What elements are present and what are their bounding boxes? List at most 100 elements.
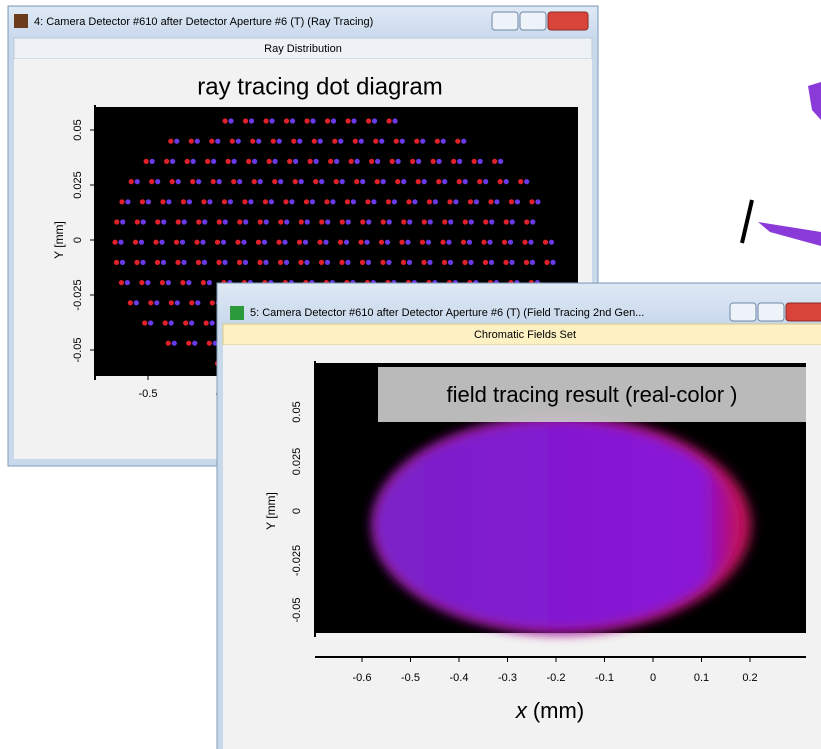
ray-dot <box>169 300 174 305</box>
ray-dot <box>160 199 165 204</box>
background-shape <box>758 222 821 246</box>
ray-dot <box>210 320 215 325</box>
ray-dot <box>176 219 181 224</box>
ray-dot <box>440 240 445 245</box>
ray-dot <box>163 320 168 325</box>
ray-dot <box>209 139 214 144</box>
ray-dot <box>426 240 431 245</box>
ray-dot <box>170 159 175 164</box>
window-title: 4: Camera Detector #610 after Detector A… <box>34 16 373 28</box>
ray-dot <box>243 118 248 123</box>
ray-dot <box>263 199 268 204</box>
ray-dot <box>461 240 466 245</box>
ray-dot <box>153 240 158 245</box>
ray-dot <box>344 240 349 245</box>
ray-dot <box>139 240 144 245</box>
maximize-button[interactable] <box>758 303 784 321</box>
ray-dot <box>371 199 376 204</box>
ray-dot <box>174 139 179 144</box>
ray-dot <box>149 179 154 184</box>
ray-dot <box>451 159 456 164</box>
ray-dot <box>176 179 181 184</box>
ray-dot <box>243 260 248 265</box>
ray-dot <box>207 280 212 285</box>
ray-dot <box>114 260 119 265</box>
ray-dot <box>447 199 452 204</box>
ray-dot <box>328 159 333 164</box>
ray-dot <box>222 260 227 265</box>
ray-dot <box>221 240 226 245</box>
close-button[interactable] <box>548 12 588 30</box>
ray-dot <box>161 260 166 265</box>
ray-dot <box>442 260 447 265</box>
ray-dot <box>242 199 247 204</box>
annotation: ray tracing dot diagram <box>197 73 442 100</box>
ray-dot <box>399 240 404 245</box>
ray-dot <box>461 139 466 144</box>
ray-dot <box>427 260 432 265</box>
ray-dot <box>248 199 253 204</box>
ray-dot <box>457 179 462 184</box>
ray-dot <box>498 159 503 164</box>
ray-dot <box>120 260 125 265</box>
ray-dot <box>228 118 233 123</box>
background-line <box>742 200 752 243</box>
ray-dot <box>160 280 165 285</box>
ray-dot <box>428 219 433 224</box>
ray-dot <box>284 260 289 265</box>
close-button[interactable] <box>786 303 821 321</box>
y-tick-label: 0.025 <box>291 448 303 476</box>
ray-dot <box>385 240 390 245</box>
ray-dot <box>504 179 509 184</box>
ray-dot <box>273 159 278 164</box>
ray-dot <box>345 199 350 204</box>
ray-dot <box>474 199 479 204</box>
ray-dot <box>196 179 201 184</box>
minimize-button[interactable] <box>492 12 518 30</box>
ray-dot <box>550 260 555 265</box>
ray-dot <box>252 179 257 184</box>
ray-dot <box>181 199 186 204</box>
ray-dot <box>380 260 385 265</box>
ray-dot <box>119 199 124 204</box>
ray-dot <box>487 240 492 245</box>
ray-dot <box>144 159 149 164</box>
ray-dot <box>148 320 153 325</box>
minimize-button[interactable] <box>730 303 756 321</box>
ray-dot <box>216 260 221 265</box>
ray-dot <box>483 260 488 265</box>
ray-dot <box>392 199 397 204</box>
ray-dot <box>381 179 386 184</box>
ray-dot <box>502 240 507 245</box>
ray-dot <box>468 260 473 265</box>
x-tick-label: -0.2 <box>547 672 566 684</box>
screen: 4: Camera Detector #610 after Detector A… <box>0 0 821 749</box>
ray-dot <box>282 240 287 245</box>
ray-dot <box>427 199 432 204</box>
ray-dot <box>202 219 207 224</box>
y-axis-label: Y [mm] <box>264 492 278 530</box>
ray-dot <box>510 219 515 224</box>
ray-dot <box>201 280 206 285</box>
ray-dot <box>232 159 237 164</box>
ray-dot <box>129 179 134 184</box>
ray-dot <box>524 260 529 265</box>
ray-dot <box>455 139 460 144</box>
ray-dot <box>246 159 251 164</box>
ray-dot <box>196 219 201 224</box>
ray-dot <box>228 199 233 204</box>
ray-dot <box>503 260 508 265</box>
ray-dot <box>271 139 276 144</box>
y-tick-label: 0.025 <box>72 171 84 199</box>
maximize-button[interactable] <box>520 12 546 30</box>
ray-dot <box>401 179 406 184</box>
field-distribution <box>373 419 739 631</box>
window-title: 5: Camera Detector #610 after Detector A… <box>250 307 644 319</box>
ray-dot <box>390 159 395 164</box>
ray-dot <box>453 199 458 204</box>
ray-dot <box>325 260 330 265</box>
y-tick-label: 0.05 <box>291 401 303 422</box>
ray-dot <box>189 300 194 305</box>
ray-dot <box>252 159 257 164</box>
ray-dot <box>379 139 384 144</box>
